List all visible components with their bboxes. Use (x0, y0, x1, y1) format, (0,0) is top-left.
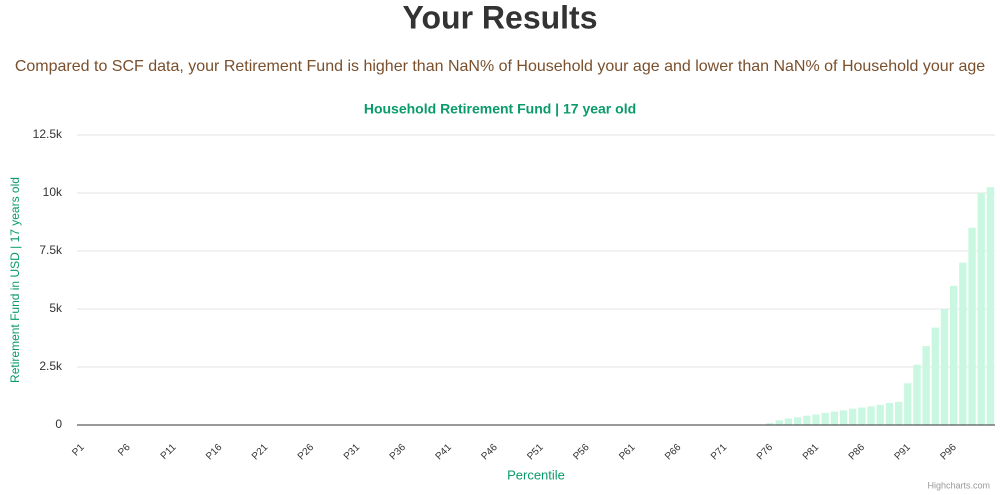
x-tick-label: P16 (204, 442, 225, 463)
y-tick-label: 10k (43, 185, 63, 199)
y-tick-label: 2.5k (39, 359, 63, 373)
bar (894, 401, 903, 425)
bar (867, 406, 875, 425)
x-tick-label: P1 (70, 442, 87, 459)
x-tick-label: P31 (342, 442, 363, 463)
bar (940, 309, 949, 425)
bar (839, 410, 848, 425)
x-tick-label: P26 (296, 442, 317, 463)
bar (849, 408, 857, 425)
y-axis-label: Retirement Fund in USD | 17 years old (8, 177, 22, 383)
bar (793, 417, 802, 425)
x-tick-label: P61 (617, 442, 638, 463)
x-tick-label: P51 (525, 442, 546, 463)
x-tick-label: P76 (755, 442, 776, 463)
bar (784, 418, 793, 425)
bar (830, 411, 839, 425)
x-tick-label: P41 (434, 442, 455, 463)
x-axis-label: Percentile (507, 467, 565, 482)
bar (977, 193, 985, 425)
bar (913, 364, 921, 425)
bar (766, 423, 774, 425)
bar (821, 412, 829, 425)
bar (931, 327, 940, 425)
bar (775, 420, 783, 425)
chart-title: Household Retirement Fund | 17 year old (364, 101, 636, 117)
x-tick-label: P66 (663, 442, 684, 463)
bar (885, 402, 894, 425)
x-tick-label: P86 (847, 442, 868, 463)
bar (858, 407, 866, 425)
heading: Your Results (403, 0, 598, 35)
credits: Highcharts.com (927, 480, 990, 490)
x-tick-label: P46 (479, 442, 500, 463)
x-tick-label: P91 (893, 442, 914, 463)
x-tick-label: P21 (250, 442, 271, 463)
bar (876, 404, 884, 425)
y-tick-label: 7.5k (39, 243, 63, 257)
subtitle: Compared to SCF data, your Retirement Fu… (15, 58, 985, 75)
y-tick-label: 12.5k (33, 127, 63, 141)
x-tick-label: P36 (388, 442, 409, 463)
x-tick-label: P96 (938, 442, 959, 463)
bar (922, 346, 930, 425)
x-tick-label: P6 (116, 442, 133, 459)
bar (950, 285, 958, 425)
bar (803, 415, 811, 425)
bar (986, 187, 995, 425)
y-tick-label: 0 (55, 417, 62, 431)
x-tick-label: P11 (159, 442, 179, 462)
x-tick-label: P71 (709, 442, 730, 463)
x-tick-label: P56 (571, 442, 592, 463)
bar (904, 383, 912, 425)
y-tick-label: 5k (49, 301, 63, 315)
bar (812, 414, 820, 425)
x-tick-label: P81 (801, 442, 822, 463)
bar (959, 262, 967, 425)
bar (968, 227, 976, 425)
